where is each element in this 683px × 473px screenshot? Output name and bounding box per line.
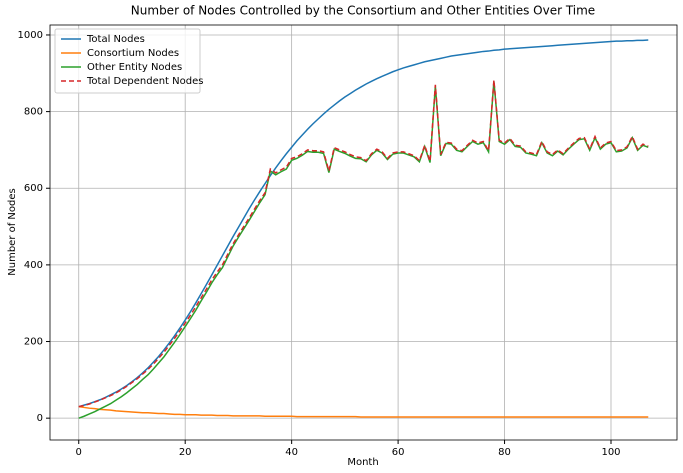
y-tick-label: 400 bbox=[24, 260, 43, 271]
y-axis-label: Number of Nodes bbox=[7, 188, 18, 275]
y-tick-label: 200 bbox=[24, 337, 43, 348]
series-line bbox=[78, 405, 649, 418]
chart-title: Number of Nodes Controlled by the Consor… bbox=[131, 4, 595, 18]
plot-frame bbox=[49, 24, 678, 441]
y-tick-label: 0 bbox=[37, 413, 43, 424]
legend-label: Consortium Nodes bbox=[87, 48, 179, 59]
x-tick-label: 20 bbox=[179, 447, 192, 458]
legend-label: Other Entity Nodes bbox=[87, 62, 182, 73]
x-tick-label: 80 bbox=[498, 447, 511, 458]
y-tick-label: 600 bbox=[24, 183, 43, 194]
legend-box bbox=[54, 28, 201, 94]
series-line bbox=[78, 39, 649, 408]
x-tick-label: 60 bbox=[392, 447, 405, 458]
series-line bbox=[78, 81, 649, 419]
legend-label: Total Dependent Nodes bbox=[86, 76, 203, 87]
x-tick-label: 0 bbox=[76, 447, 82, 458]
x-axis-label: Month bbox=[347, 457, 378, 468]
x-tick-label: 40 bbox=[285, 447, 298, 458]
legend-label: Total Nodes bbox=[86, 34, 145, 45]
series-line bbox=[78, 80, 649, 408]
x-tick-label: 100 bbox=[601, 447, 620, 458]
legend: Total Nodes Consortium Nodes Other Entity … bbox=[54, 28, 203, 94]
y-tick-label: 1000 bbox=[18, 30, 43, 41]
y-tick-label: 800 bbox=[24, 107, 43, 118]
